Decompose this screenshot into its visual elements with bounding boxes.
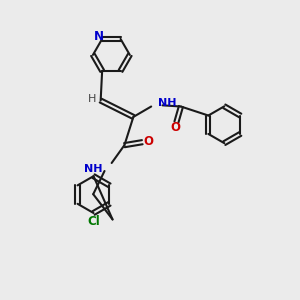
- Text: NH: NH: [84, 164, 103, 174]
- Text: Cl: Cl: [87, 215, 100, 228]
- Text: O: O: [171, 122, 181, 134]
- Text: O: O: [144, 135, 154, 148]
- Text: H: H: [88, 94, 97, 104]
- Text: N: N: [94, 30, 103, 43]
- Text: NH: NH: [158, 98, 176, 108]
